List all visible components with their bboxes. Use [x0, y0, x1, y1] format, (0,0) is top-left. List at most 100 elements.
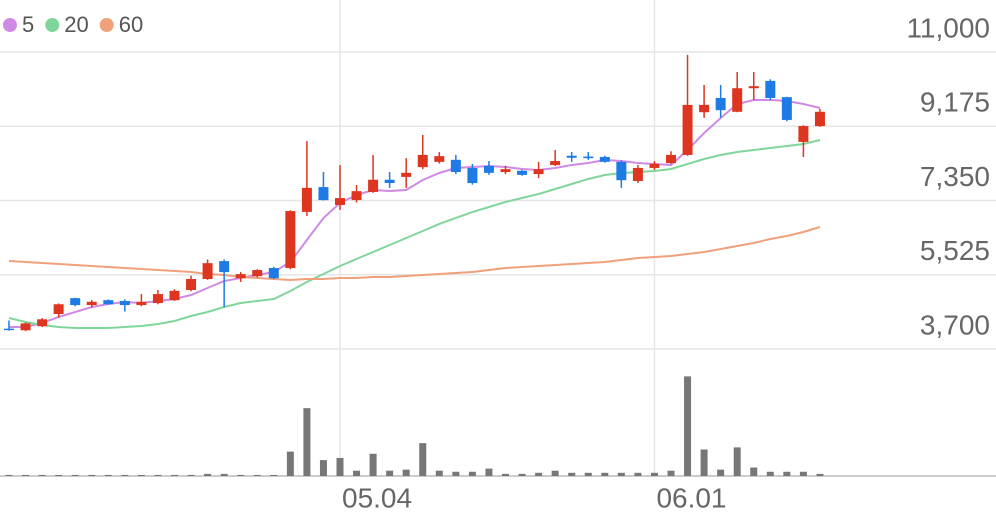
- candle-body: [732, 88, 743, 112]
- volume-bar: [253, 474, 261, 476]
- volume-bar: [502, 473, 509, 476]
- volume-bar: [452, 471, 460, 476]
- legend-marker: [45, 18, 60, 32]
- volume-bar: [336, 457, 344, 476]
- moving-average-line: [9, 99, 821, 328]
- volume-bar: [220, 473, 228, 476]
- candle-body: [550, 161, 561, 166]
- candle-body: [301, 187, 312, 212]
- volume-bar: [353, 470, 361, 476]
- candle-body: [37, 319, 48, 327]
- y-tick-label: 9,175: [920, 87, 990, 118]
- candle-body: [748, 86, 759, 89]
- candle-body: [70, 298, 81, 306]
- candle-body: [103, 300, 114, 305]
- volume-bar: [799, 471, 807, 476]
- volume-bar: [5, 474, 13, 476]
- volume-bar: [303, 408, 311, 476]
- volume-bar: [518, 473, 526, 476]
- candle-body: [335, 198, 345, 205]
- volume-bar: [568, 472, 576, 476]
- candle-body: [401, 172, 412, 177]
- volume-bar: [717, 469, 725, 476]
- candle-body: [417, 154, 428, 168]
- legend-marker: [99, 18, 114, 32]
- legend-marker: [3, 18, 17, 32]
- x-tick-label: 06.01: [656, 482, 726, 513]
- candle-body: [798, 126, 809, 142]
- candle-body: [781, 97, 792, 120]
- volume-bar: [650, 472, 658, 476]
- candle-body: [517, 170, 528, 175]
- moving-average-line: [8, 226, 821, 282]
- candle-body: [434, 156, 445, 162]
- candle-body: [219, 261, 230, 273]
- candle-body: [566, 155, 577, 158]
- volume-bar: [667, 470, 675, 476]
- volume-bar: [121, 474, 129, 476]
- candle-body: [483, 165, 494, 173]
- moving-average-line: [8, 139, 821, 330]
- candle-body: [202, 263, 213, 280]
- volume-bar: [816, 473, 824, 476]
- candle-body: [20, 323, 31, 331]
- volume-bar: [104, 474, 112, 476]
- volume-bar: [783, 471, 791, 476]
- volume-bar: [187, 474, 195, 476]
- volume-bar: [700, 449, 708, 476]
- candle-body: [136, 301, 147, 306]
- volume-bar: [286, 451, 294, 476]
- candle-body: [450, 159, 461, 173]
- candle-body: [500, 169, 511, 173]
- candle-body: [351, 191, 362, 201]
- y-tick-label: 5,525: [920, 235, 990, 266]
- candle-body: [318, 187, 329, 201]
- volume-bar: [55, 474, 63, 476]
- candle-body: [268, 268, 279, 279]
- volume-bar: [154, 474, 162, 476]
- candle-body: [666, 154, 676, 164]
- volume-bar: [71, 474, 79, 476]
- x-tick-label: 05.04: [342, 482, 412, 513]
- volume-bar: [369, 453, 377, 476]
- candle-body: [152, 294, 163, 304]
- volume-bar: [468, 471, 476, 476]
- volume-bar: [435, 470, 443, 476]
- volume-bar: [38, 474, 46, 476]
- legend-label: 20: [64, 12, 88, 37]
- volume-bar: [584, 472, 592, 476]
- candle-body: [616, 161, 627, 181]
- candle-body: [53, 304, 64, 315]
- candle-body: [252, 270, 263, 277]
- candle-body: [86, 301, 97, 306]
- candle-body: [699, 104, 710, 113]
- volume-bar: [733, 447, 741, 476]
- volume-bar: [171, 474, 178, 476]
- volume-bar: [386, 470, 394, 476]
- volume-bar: [402, 469, 410, 476]
- candle-body: [632, 167, 643, 181]
- candle-body: [599, 156, 610, 162]
- candle-body: [119, 300, 130, 306]
- candle-body: [384, 179, 395, 184]
- volume-bar: [137, 474, 145, 476]
- volume-bar: [684, 376, 692, 476]
- volume-bar: [750, 467, 758, 476]
- candle-body: [765, 80, 776, 98]
- volume-bar: [237, 474, 245, 476]
- y-tick-label: 7,350: [920, 161, 990, 192]
- candle-body: [186, 279, 197, 291]
- legend-label: 60: [119, 12, 143, 37]
- y-tick-label: 3,700: [920, 309, 990, 340]
- volume-bar: [551, 470, 559, 476]
- volume-bar: [204, 473, 212, 476]
- candle-body: [368, 179, 379, 192]
- candle-body: [4, 328, 14, 331]
- candle-body: [583, 156, 594, 159]
- volume-bar: [88, 474, 96, 476]
- candle-body: [682, 104, 693, 155]
- volume-bar: [535, 472, 543, 476]
- candle-body: [715, 97, 726, 111]
